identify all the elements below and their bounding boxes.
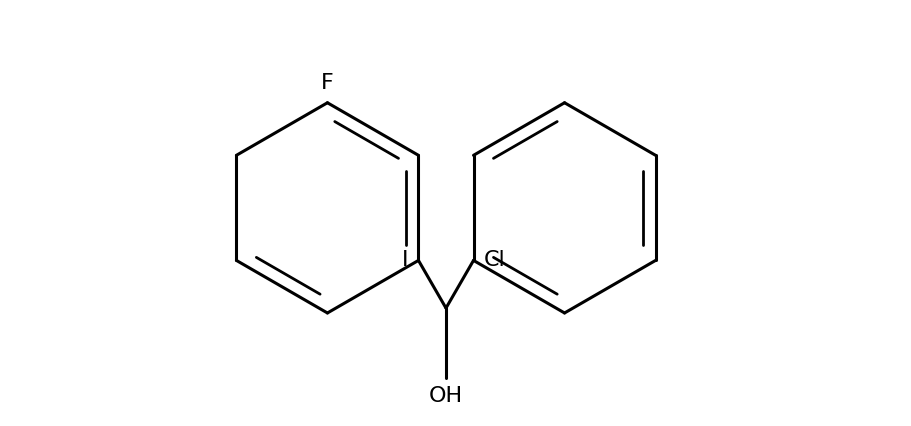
- Text: F: F: [321, 73, 333, 93]
- Text: I: I: [402, 250, 408, 271]
- Text: OH: OH: [428, 386, 463, 406]
- Text: Cl: Cl: [483, 250, 505, 271]
